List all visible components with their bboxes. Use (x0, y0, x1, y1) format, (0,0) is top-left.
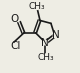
Circle shape (42, 54, 49, 61)
Circle shape (43, 41, 48, 45)
Circle shape (13, 16, 17, 21)
Circle shape (33, 3, 40, 9)
Circle shape (53, 33, 58, 38)
Circle shape (6, 42, 14, 50)
Text: Cl: Cl (10, 41, 21, 51)
Text: O: O (11, 14, 19, 24)
Text: N: N (52, 30, 59, 40)
Text: N: N (41, 38, 49, 48)
Text: CH₃: CH₃ (28, 2, 45, 11)
Text: CH₃: CH₃ (37, 53, 54, 62)
